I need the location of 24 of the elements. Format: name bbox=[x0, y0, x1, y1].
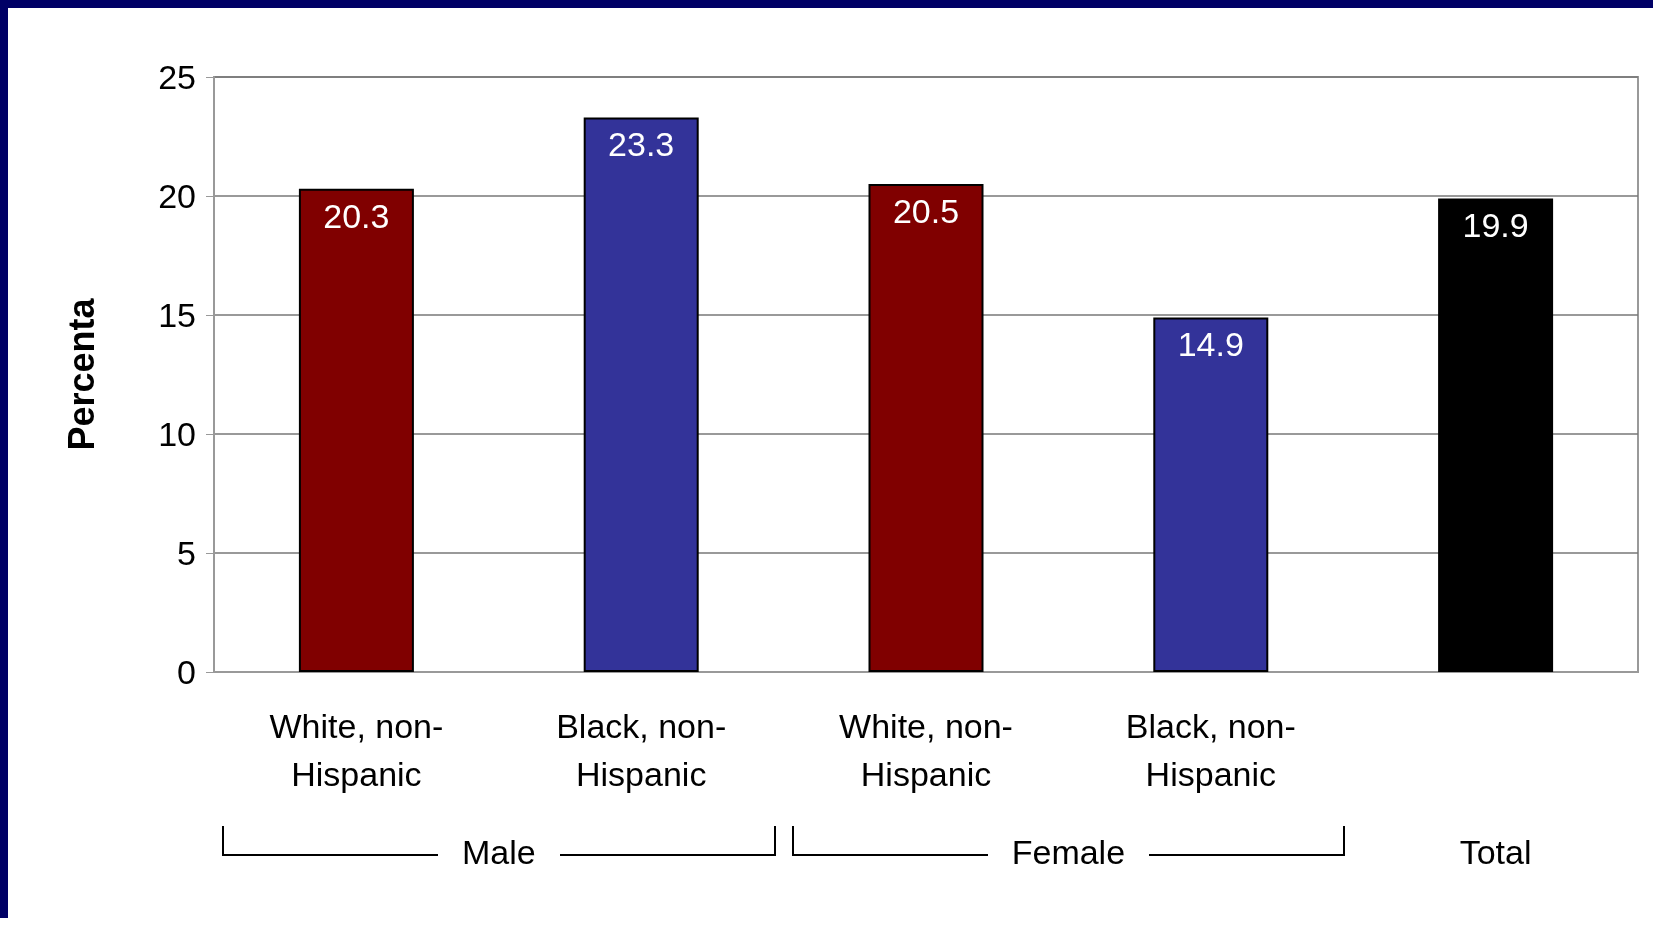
text: Male bbox=[437, 833, 560, 871]
bar bbox=[868, 184, 984, 672]
bar bbox=[1153, 317, 1269, 672]
y-tick-label: 5 bbox=[177, 534, 196, 572]
bar bbox=[1438, 198, 1554, 672]
y-axis-title: Percenta bbox=[60, 297, 102, 451]
y-tick-label: 0 bbox=[177, 653, 196, 691]
text: Total bbox=[1435, 833, 1556, 871]
bar bbox=[583, 117, 699, 672]
y-tick-label: 10 bbox=[158, 415, 196, 453]
x-tick-label: Black, non-Hispanic bbox=[1125, 707, 1296, 793]
data-label: 14.9 bbox=[1177, 325, 1244, 364]
y-tick-label: 25 bbox=[158, 58, 196, 96]
data-label: 20.3 bbox=[323, 196, 390, 235]
bar bbox=[298, 188, 414, 672]
x-tick-label: White, non-Hispanic bbox=[269, 707, 444, 793]
data-label: 20.5 bbox=[892, 192, 960, 231]
x-tick-label: White, non-Hispanic bbox=[839, 707, 1013, 793]
data-label: 19.9 bbox=[1462, 206, 1529, 245]
data-label: 23.3 bbox=[608, 125, 675, 164]
y-tick-label: 15 bbox=[158, 296, 196, 334]
x-tick-label: Black, non-Hispanic bbox=[556, 707, 727, 793]
text: Female bbox=[987, 833, 1150, 871]
y-tick-label: 20 bbox=[158, 177, 196, 215]
